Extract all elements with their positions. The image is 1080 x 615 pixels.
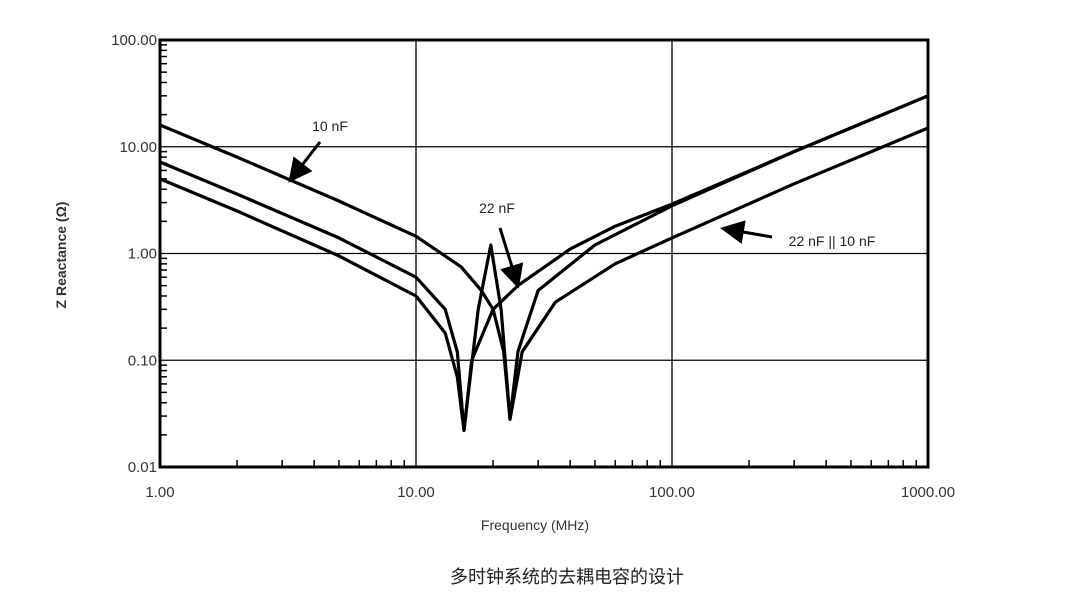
plot-frame [158, 38, 930, 469]
annotation-label: 22 nF [479, 200, 515, 216]
x-tick-label: 100.00 [649, 484, 695, 501]
impedance-chart: 1.00 10.00 100.00 1000.00 100.00 10.00 1.00 0.1… [53, 32, 955, 533]
x-tick-label: 1000.00 [901, 484, 955, 501]
annotation-arrow [498, 227, 524, 289]
y-tick-label: 100.00 [111, 32, 157, 49]
x-axis-label: Frequency (MHz) [481, 517, 589, 533]
figure-caption: 多时钟系统的去耦电容的设计 [450, 567, 684, 588]
y-tick-label: 0.01 [128, 459, 157, 476]
annotation-label: 22 nF || 10 nF [789, 233, 876, 249]
series-line-2 [159, 94, 929, 432]
x-tick-label: 10.00 [397, 484, 435, 501]
annotation-arrow [288, 141, 322, 183]
y-tick-label: 0.10 [128, 352, 157, 369]
x-tick-label: 1.00 [145, 484, 174, 501]
annotation-label: 10 nF [312, 118, 348, 134]
y-tick-label: 10.00 [119, 139, 157, 156]
series-line-3 [159, 126, 929, 432]
annotation-arrow [720, 220, 773, 244]
y-tick-label: 1.00 [128, 246, 157, 263]
y-axis-label: Z Reactance (Ω) [53, 202, 69, 309]
